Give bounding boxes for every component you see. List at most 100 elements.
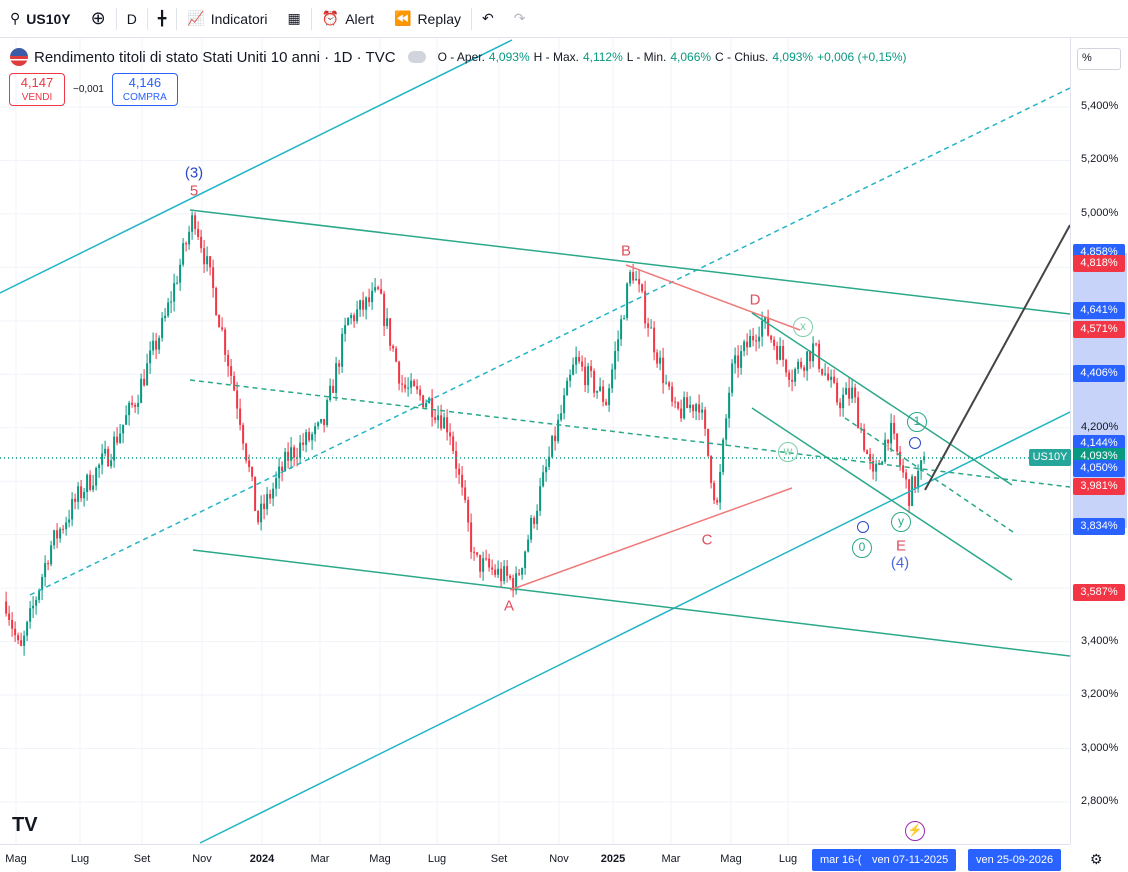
candle bbox=[221, 317, 224, 332]
candle bbox=[377, 285, 380, 291]
wave-label-b[interactable]: B bbox=[620, 242, 632, 260]
chart-legend: Rendimento titoli di stato Stati Uniti 1… bbox=[10, 48, 907, 66]
channel-lower-cyan[interactable] bbox=[199, 411, 1070, 844]
layouts-button[interactable]: ▦ bbox=[278, 0, 311, 38]
candle bbox=[380, 278, 383, 295]
time-tick: Mag bbox=[5, 853, 27, 865]
wedge-upper-green[interactable] bbox=[751, 312, 1013, 486]
wave-label-1[interactable]: 1 bbox=[907, 412, 927, 432]
wave-label-a[interactable]: A bbox=[503, 597, 515, 615]
divider bbox=[310, 7, 312, 30]
wave-label-0[interactable]: 0 bbox=[852, 538, 872, 558]
candle bbox=[20, 632, 23, 647]
trendline-a-c-red[interactable] bbox=[509, 487, 793, 591]
interval-button[interactable]: D bbox=[117, 0, 147, 38]
wave-label-x[interactable]: x bbox=[793, 317, 813, 337]
candle bbox=[548, 446, 551, 471]
candle bbox=[872, 453, 875, 480]
candle bbox=[359, 299, 362, 317]
candle bbox=[677, 401, 680, 411]
candle bbox=[44, 555, 47, 587]
candle bbox=[452, 431, 455, 455]
candle bbox=[101, 444, 104, 475]
price-chart[interactable] bbox=[0, 38, 1070, 844]
candle bbox=[98, 463, 101, 478]
candle bbox=[533, 515, 536, 529]
candle bbox=[476, 551, 479, 558]
candle bbox=[473, 546, 476, 561]
sell-button[interactable]: 4,147 VENDI bbox=[9, 73, 65, 106]
wave-label-y[interactable]: y bbox=[891, 512, 911, 532]
candle bbox=[572, 357, 575, 376]
wave-marker-blue[interactable] bbox=[909, 437, 921, 449]
compare-button[interactable]: ⊕ bbox=[81, 0, 116, 38]
tradingview-logo[interactable]: TV bbox=[12, 814, 38, 836]
candle bbox=[80, 480, 83, 502]
indicators-button[interactable]: 📈 Indicatori bbox=[177, 0, 277, 38]
wave-marker-blue[interactable] bbox=[857, 521, 869, 533]
wave-label-5[interactable]: 5 bbox=[189, 182, 199, 200]
candle bbox=[305, 429, 308, 453]
alert-button[interactable]: ⏰ Alert bbox=[312, 0, 384, 38]
time-axis[interactable]: Mag Lug Set Nov 2024 Mar Mag Lug Set Nov 2025 Mar Ma… bbox=[0, 844, 1103, 872]
candle bbox=[578, 350, 581, 364]
trendline-top-green[interactable] bbox=[189, 209, 1070, 315]
price-axis[interactable]: % 5,400% 5,200% 5,000% 4,200% 3,400% 3,200% 3,… bbox=[1029, 38, 1128, 844]
trendline-bottom-green[interactable] bbox=[192, 549, 1070, 657]
wave-label-w[interactable]: w bbox=[778, 442, 798, 462]
candle bbox=[875, 459, 878, 482]
candle bbox=[683, 391, 686, 420]
candle bbox=[5, 591, 8, 617]
candle bbox=[344, 317, 347, 342]
candle bbox=[245, 442, 248, 464]
channel-mid-cyan-dashed[interactable] bbox=[29, 87, 1070, 596]
scale-unit[interactable]: % bbox=[1077, 48, 1121, 70]
candle bbox=[152, 332, 155, 355]
plus-circle-icon: ⊕ bbox=[90, 8, 106, 28]
symbol-search[interactable]: ⚲ US10Y bbox=[0, 0, 81, 38]
divider bbox=[115, 7, 117, 30]
buy-button[interactable]: 4,146 COMPRA bbox=[111, 73, 178, 106]
replay-label: Replay bbox=[417, 10, 462, 27]
replay-button[interactable]: ⏪ Replay bbox=[384, 0, 471, 38]
candle bbox=[488, 553, 491, 572]
candle bbox=[131, 395, 134, 408]
candle bbox=[785, 358, 788, 377]
wave-label-e[interactable]: E bbox=[895, 537, 907, 555]
wave-label-3[interactable]: (3) bbox=[184, 164, 204, 182]
event-lightning-icon[interactable]: ⚡ bbox=[905, 821, 925, 841]
candle bbox=[887, 439, 890, 451]
candle bbox=[905, 468, 908, 489]
candle bbox=[194, 212, 197, 235]
candle bbox=[674, 396, 677, 409]
candle bbox=[788, 369, 791, 388]
wave-label-4[interactable]: (4) bbox=[890, 554, 910, 572]
candle bbox=[707, 428, 710, 458]
undo-button[interactable]: ↶ bbox=[472, 0, 504, 38]
projection-line-black[interactable] bbox=[924, 224, 1070, 491]
candle bbox=[26, 620, 29, 642]
wedge-lower-green[interactable] bbox=[751, 407, 1013, 581]
wave-label-c[interactable]: C bbox=[701, 531, 713, 549]
candle bbox=[647, 317, 650, 337]
symbol-title: Rendimento titoli di stato Stati Uniti 1… bbox=[34, 48, 396, 66]
redo-button[interactable]: ↷ bbox=[504, 0, 536, 38]
price-tag: 3,981% bbox=[1073, 478, 1125, 496]
candle bbox=[266, 486, 269, 516]
date-tag-end: ven 25-09-2026 bbox=[968, 849, 1062, 871]
wave-label-d[interactable]: D bbox=[749, 291, 761, 309]
collapse-toggle[interactable] bbox=[407, 51, 426, 63]
candle bbox=[338, 359, 341, 375]
trendline-b-d-red[interactable] bbox=[625, 264, 801, 331]
candle bbox=[314, 422, 317, 442]
candle bbox=[53, 529, 56, 550]
chart-type-button[interactable]: ╋ bbox=[148, 0, 176, 38]
wedge-mid-dashed[interactable] bbox=[844, 417, 1014, 533]
trendline-mid-green-dashed[interactable] bbox=[189, 379, 1070, 488]
candle bbox=[50, 540, 53, 567]
channel-upper-cyan[interactable] bbox=[0, 39, 513, 294]
settings-gear-icon[interactable]: ⚙ bbox=[1090, 851, 1103, 867]
price-tag: 4,144% bbox=[1073, 434, 1125, 452]
alarm-icon: ⏰ bbox=[321, 10, 340, 26]
candle bbox=[458, 463, 461, 484]
